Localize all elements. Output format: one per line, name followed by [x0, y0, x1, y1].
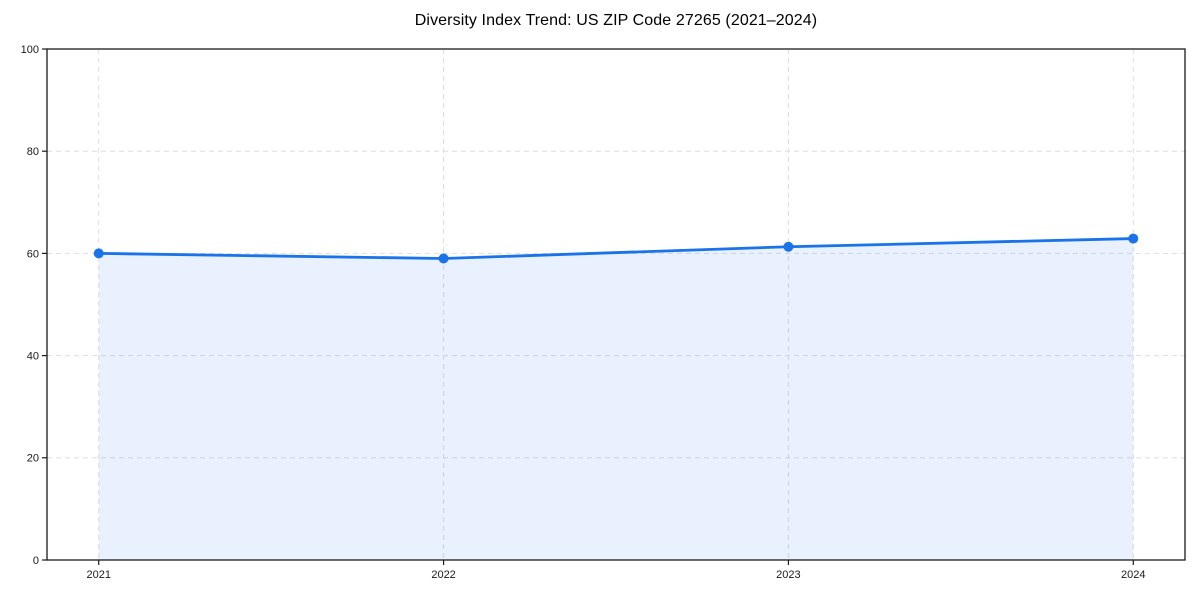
y-tick-label: 60 [27, 248, 39, 260]
data-point-marker [783, 241, 794, 252]
chart-title: Diversity Index Trend: US ZIP Code 27265… [414, 12, 818, 29]
y-tick-label: 40 [27, 350, 39, 362]
y-tick-label: 20 [27, 453, 39, 465]
y-tick-label: 0 [33, 555, 39, 567]
x-tick-label: 2024 [1121, 569, 1145, 581]
series-line [97, 237, 1135, 260]
area-layer [98, 238, 1134, 560]
marker-layer [93, 233, 1139, 264]
plot-spines [46, 48, 1186, 561]
x-tick-label: 2022 [431, 569, 455, 581]
line-layer [97, 237, 1135, 260]
data-point-marker [93, 248, 104, 259]
x-tick-label: 2023 [776, 569, 800, 581]
spine-layer [46, 48, 1186, 561]
x-tick-label: 2021 [86, 569, 110, 581]
tick-layer: 0 20 40 60 80 100 2021 2022 2023 2024 [21, 44, 1146, 581]
series-area-fill [98, 238, 1134, 560]
data-point-marker [1128, 233, 1139, 244]
y-tick-label: 80 [27, 146, 39, 158]
y-tick-label: 100 [21, 44, 39, 56]
data-point-marker [438, 253, 449, 264]
